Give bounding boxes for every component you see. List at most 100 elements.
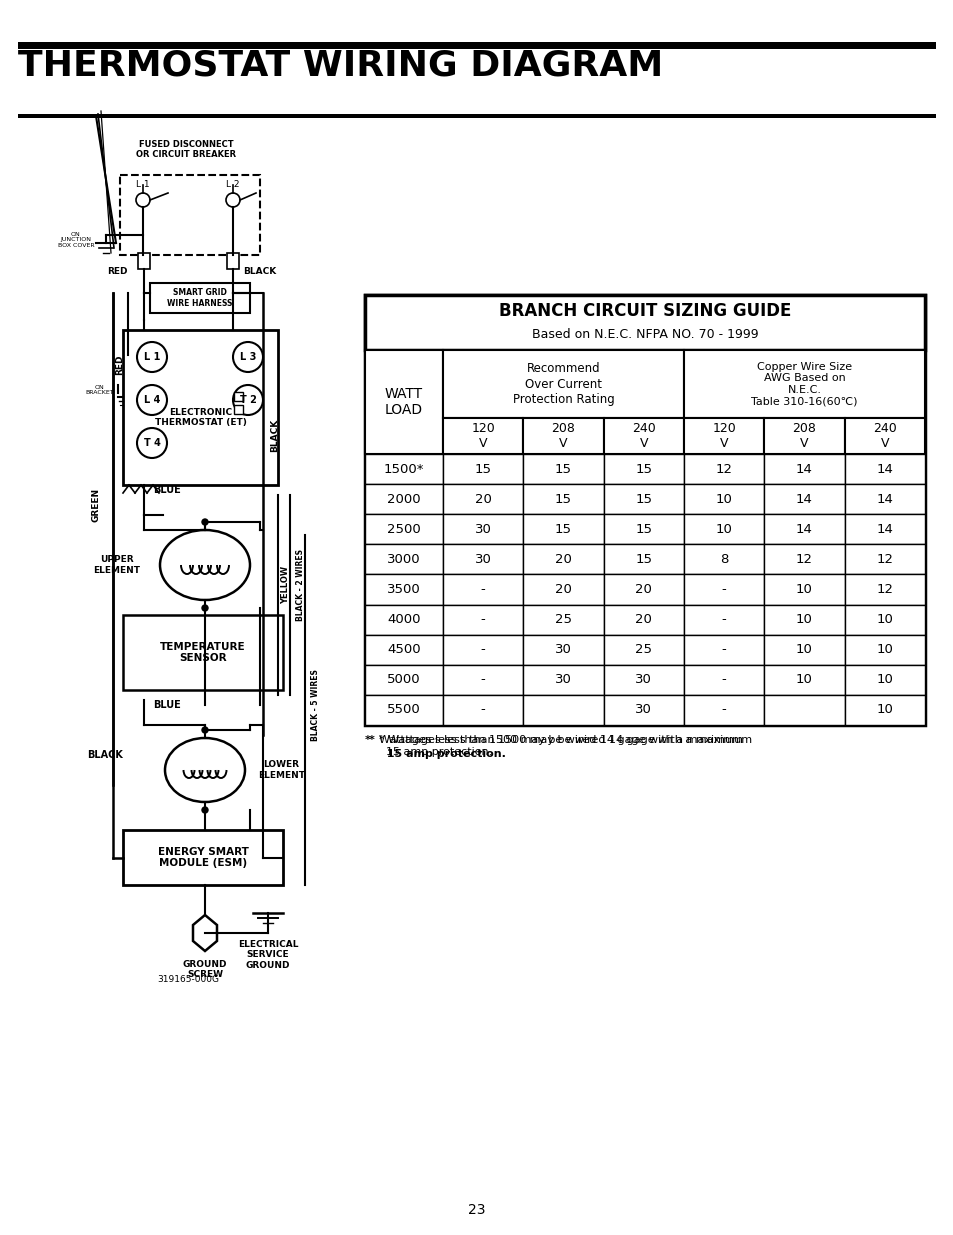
Bar bbox=[683, 605, 763, 635]
Bar bbox=[138, 253, 150, 269]
Text: 10: 10 bbox=[876, 643, 892, 656]
Text: T 2: T 2 bbox=[239, 395, 256, 405]
Text: 20: 20 bbox=[555, 583, 572, 597]
Text: BLACK - 2 WIRES: BLACK - 2 WIRES bbox=[296, 550, 305, 621]
Bar bbox=[365, 350, 442, 454]
Text: 23: 23 bbox=[468, 1203, 485, 1216]
Text: 20: 20 bbox=[635, 613, 652, 626]
Text: 14: 14 bbox=[876, 493, 892, 505]
Bar bbox=[365, 664, 442, 695]
Text: UPPER
ELEMENT: UPPER ELEMENT bbox=[92, 556, 140, 574]
Bar bbox=[442, 695, 523, 725]
Bar bbox=[763, 635, 843, 664]
Text: -: - bbox=[721, 613, 726, 626]
Bar bbox=[603, 574, 683, 605]
Bar bbox=[227, 253, 239, 269]
Text: 30: 30 bbox=[635, 704, 652, 716]
Text: 14: 14 bbox=[795, 522, 812, 536]
Bar bbox=[683, 545, 763, 574]
Bar bbox=[603, 695, 683, 725]
Text: -: - bbox=[480, 643, 485, 656]
Bar bbox=[365, 574, 442, 605]
Text: 10: 10 bbox=[795, 583, 812, 597]
Text: GREEN: GREEN bbox=[91, 488, 100, 522]
Text: RED: RED bbox=[115, 354, 125, 375]
Bar bbox=[683, 664, 763, 695]
Bar bbox=[763, 514, 843, 545]
Text: 10: 10 bbox=[715, 493, 732, 505]
Text: 20: 20 bbox=[635, 583, 652, 597]
Text: 20: 20 bbox=[555, 553, 572, 566]
Bar bbox=[523, 417, 603, 454]
Text: -: - bbox=[721, 583, 726, 597]
Text: LOWER
ELEMENT: LOWER ELEMENT bbox=[257, 761, 305, 779]
Text: 30: 30 bbox=[475, 553, 491, 566]
Text: L 2: L 2 bbox=[226, 180, 239, 189]
Text: BLUE: BLUE bbox=[152, 700, 180, 710]
Text: L 4: L 4 bbox=[144, 395, 160, 405]
Text: 208
V: 208 V bbox=[551, 422, 575, 450]
Text: 3500: 3500 bbox=[387, 583, 420, 597]
Text: 15: 15 bbox=[475, 463, 491, 475]
Bar bbox=[683, 514, 763, 545]
Bar bbox=[843, 454, 924, 484]
Bar bbox=[442, 514, 523, 545]
Bar bbox=[442, 454, 523, 484]
Text: -: - bbox=[721, 673, 726, 687]
Bar bbox=[442, 574, 523, 605]
Text: 30: 30 bbox=[555, 673, 572, 687]
Text: 208
V: 208 V bbox=[792, 422, 816, 450]
Polygon shape bbox=[193, 915, 216, 951]
Text: 10: 10 bbox=[795, 643, 812, 656]
Text: 319165-000G: 319165-000G bbox=[157, 974, 219, 984]
Text: Copper Wire Size
AWG Based on
N.E.C.
Table 310-16(60℃): Copper Wire Size AWG Based on N.E.C. Tab… bbox=[750, 362, 857, 406]
Bar bbox=[603, 417, 683, 454]
Bar bbox=[843, 545, 924, 574]
Text: 10: 10 bbox=[795, 673, 812, 687]
Circle shape bbox=[137, 429, 167, 458]
Text: RED: RED bbox=[108, 268, 128, 277]
Circle shape bbox=[202, 727, 208, 734]
Text: 240
V: 240 V bbox=[872, 422, 896, 450]
Text: 12: 12 bbox=[876, 583, 892, 597]
Bar bbox=[763, 574, 843, 605]
Text: 4000: 4000 bbox=[387, 613, 420, 626]
Bar bbox=[442, 664, 523, 695]
Text: 10: 10 bbox=[715, 522, 732, 536]
Bar bbox=[763, 545, 843, 574]
Bar bbox=[442, 635, 523, 664]
Bar bbox=[843, 635, 924, 664]
Text: SMART GRID
WIRE HARNESS: SMART GRID WIRE HARNESS bbox=[167, 288, 233, 308]
Text: T 4: T 4 bbox=[143, 438, 160, 448]
Bar bbox=[763, 695, 843, 725]
Text: BLACK: BLACK bbox=[271, 419, 279, 452]
Text: *: * bbox=[369, 735, 378, 745]
Bar bbox=[763, 454, 843, 484]
Text: 10: 10 bbox=[876, 673, 892, 687]
Text: 20: 20 bbox=[475, 493, 491, 505]
Text: WATT
LOAD: WATT LOAD bbox=[384, 387, 422, 417]
Bar bbox=[683, 350, 924, 417]
Text: 30: 30 bbox=[555, 643, 572, 656]
Circle shape bbox=[137, 342, 167, 372]
Bar bbox=[683, 635, 763, 664]
Bar bbox=[683, 454, 763, 484]
Text: L 1: L 1 bbox=[144, 352, 160, 362]
Bar bbox=[603, 664, 683, 695]
Text: 14: 14 bbox=[876, 463, 892, 475]
Circle shape bbox=[202, 806, 208, 813]
Bar bbox=[442, 545, 523, 574]
Circle shape bbox=[137, 385, 167, 415]
Text: 240
V: 240 V bbox=[631, 422, 655, 450]
Bar bbox=[365, 514, 442, 545]
Text: 14: 14 bbox=[795, 463, 812, 475]
Bar bbox=[18, 114, 935, 119]
Circle shape bbox=[233, 385, 263, 415]
Text: -: - bbox=[480, 583, 485, 597]
Text: 12: 12 bbox=[795, 553, 812, 566]
Text: -: - bbox=[721, 704, 726, 716]
Bar bbox=[365, 695, 442, 725]
Bar bbox=[603, 454, 683, 484]
Text: YELLOW: YELLOW bbox=[281, 566, 291, 604]
Bar bbox=[603, 514, 683, 545]
